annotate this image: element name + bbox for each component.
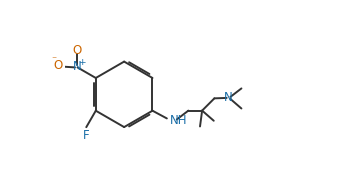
Text: O: O: [73, 44, 82, 57]
Text: ⁻: ⁻: [51, 55, 56, 65]
Text: N: N: [73, 60, 82, 73]
Text: O: O: [54, 59, 63, 72]
Text: NH: NH: [170, 114, 187, 127]
Text: F: F: [83, 129, 90, 142]
Text: +: +: [79, 58, 86, 67]
Text: N: N: [224, 91, 233, 104]
